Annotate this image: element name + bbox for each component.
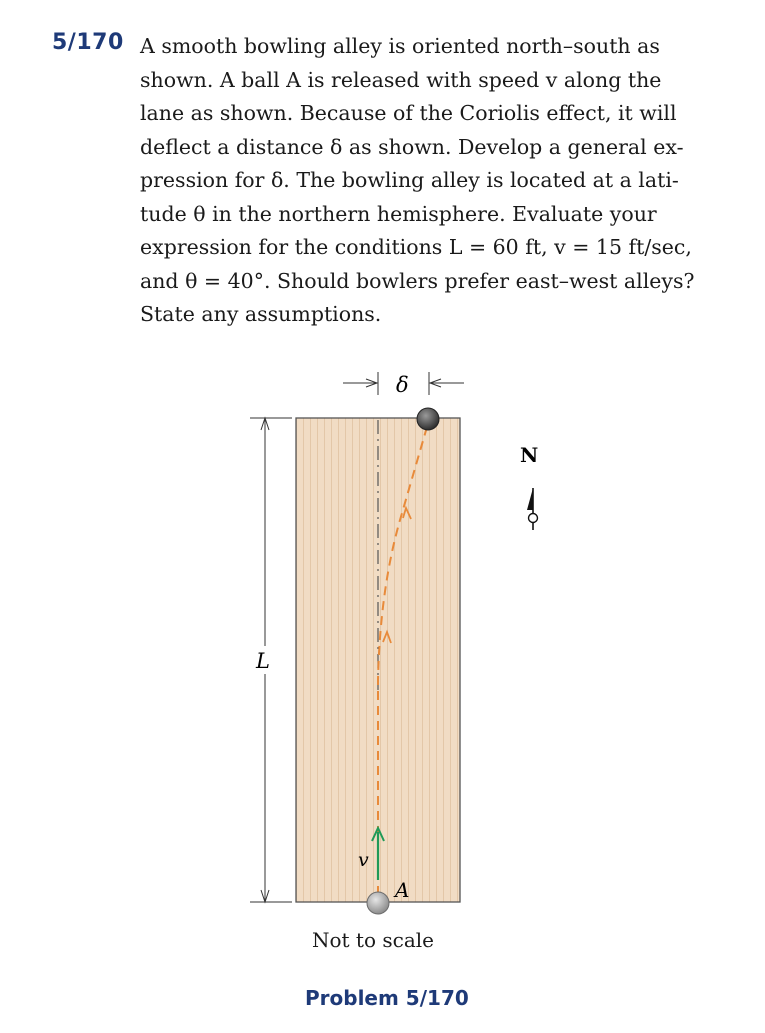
scale-note: Not to scale: [312, 928, 434, 952]
dimension-arrow-icon: [260, 889, 270, 904]
dimension-arrow-icon: [260, 416, 270, 431]
problem-line: deflect a distance δ as shown. Develop a…: [140, 134, 684, 159]
figure-caption: Problem 5/170: [305, 986, 469, 1010]
ball-deflected: [416, 407, 440, 431]
ball-a-label: A: [393, 878, 409, 902]
problem-line: State any assumptions.: [140, 302, 382, 326]
problem-line: lane as shown. Because of the Coriolis e…: [140, 101, 677, 125]
problem-line: A smooth bowling alley is oriented north…: [140, 34, 660, 58]
delta-label: δ: [396, 373, 409, 397]
north-arrow-icon: [527, 488, 539, 530]
dimension-arrow-icon: [365, 378, 379, 388]
problem-number: 5/170: [52, 30, 124, 55]
deflected-ball-path: [377, 419, 430, 895]
problem-line: tude θ in the northern hemisphere. Evalu…: [140, 201, 657, 226]
problem-line: shown. A ball A is released with speed v…: [140, 67, 662, 92]
path-arrowhead-icon: [402, 505, 412, 520]
dimension-arrow-icon: [428, 378, 442, 388]
length-label: L: [255, 649, 270, 673]
velocity-label: v: [358, 849, 369, 871]
velocity-arrowhead-icon: [371, 825, 385, 842]
problem-line: and θ = 40°. Should bowlers prefer east–…: [140, 268, 695, 293]
north-label: N: [520, 443, 538, 467]
path-arrowhead-icon: [382, 629, 392, 644]
ball-a: [366, 891, 390, 915]
problem-statement: A smooth bowling alley is oriented north…: [140, 30, 745, 332]
problem-line: expression for the conditions L = 60 ft,…: [140, 235, 692, 259]
problem-line: pression for δ. The bowling alley is loc…: [140, 168, 679, 192]
